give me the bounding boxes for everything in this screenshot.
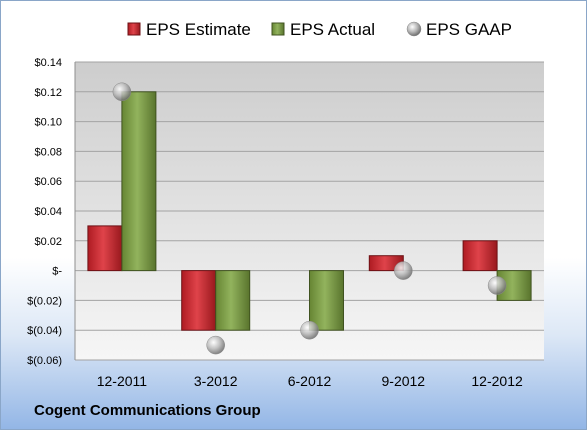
y-tick-label: $0.06	[34, 176, 62, 188]
bar-eps-actual	[121, 91, 157, 272]
legend-label: EPS Estimate	[146, 20, 251, 39]
marker-eps-gaap	[112, 82, 132, 102]
legend-swatch	[406, 21, 422, 37]
y-tick-label: $0.04	[34, 206, 62, 218]
bar-eps-actual	[309, 270, 344, 331]
bar-eps-estimate	[87, 225, 123, 272]
marker-eps-gaap	[487, 276, 507, 295]
x-tick-label: 6-2012	[288, 373, 332, 389]
bar-eps-estimate	[181, 270, 217, 331]
legend-label: EPS Actual	[290, 20, 375, 39]
x-tick-label: 12-2012	[471, 373, 523, 389]
legend-swatch	[127, 22, 141, 36]
y-tick-label: $0.10	[34, 117, 62, 129]
bar-eps-estimate	[462, 240, 498, 272]
company-name: Cogent Communications Group	[34, 402, 261, 419]
y-tick-label: $0.12	[34, 87, 62, 99]
y-tick-label: $(0.04)	[27, 325, 62, 337]
x-tick-label: 9-2012	[382, 373, 426, 389]
marker-eps-gaap	[394, 261, 413, 280]
bar-eps-actual	[215, 270, 251, 331]
legend-swatch	[271, 22, 285, 36]
x-tick-label: 3-2012	[194, 373, 238, 389]
y-tick-label: $0.02	[34, 236, 62, 248]
legend-label: EPS GAAP	[426, 20, 512, 39]
marker-eps-gaap	[300, 320, 319, 340]
y-tick-label: $-	[52, 266, 62, 278]
y-tick-label: $0.08	[34, 146, 62, 158]
y-tick-label: $(0.02)	[27, 295, 62, 307]
x-tick-label: 12-2011	[97, 373, 148, 389]
marker-eps-gaap	[206, 335, 225, 355]
y-tick-label: $(0.06)	[27, 355, 62, 367]
y-tick-label: $0.14	[34, 57, 62, 69]
